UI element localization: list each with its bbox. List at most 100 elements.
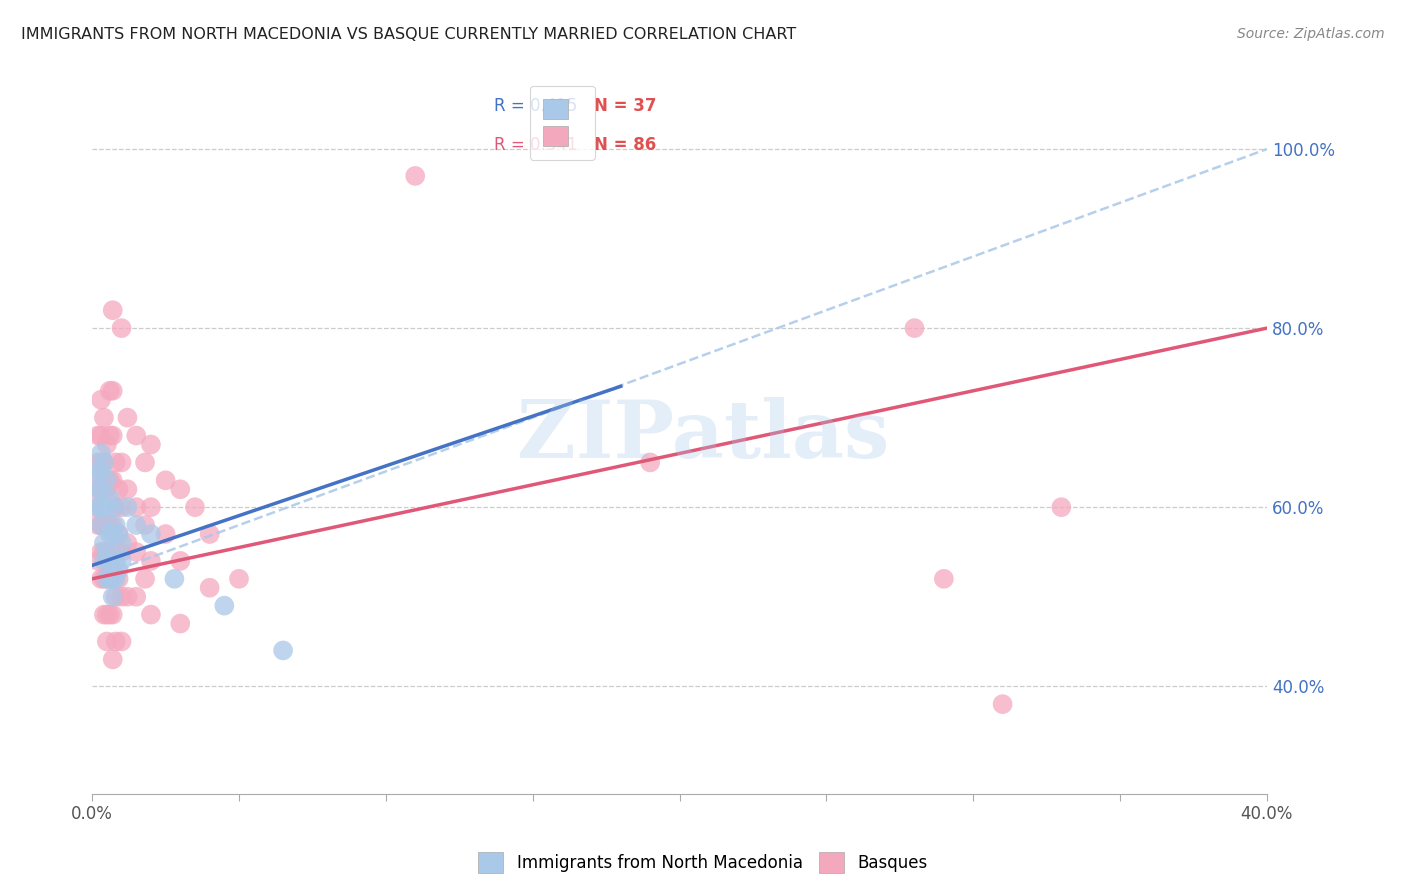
Point [98, 384, 121, 398]
Point [169, 554, 191, 568]
Point [98, 527, 121, 541]
Point [134, 518, 156, 533]
Point [104, 572, 127, 586]
Point [101, 527, 124, 541]
Point [93, 536, 115, 550]
Text: R = 0.415: R = 0.415 [494, 97, 578, 115]
Point [87, 483, 110, 497]
Point [104, 500, 127, 515]
Point [107, 527, 129, 541]
Point [110, 590, 132, 604]
Point [98, 518, 121, 533]
Point [134, 572, 156, 586]
Point [125, 518, 148, 533]
Point [155, 527, 177, 541]
Point [93, 483, 115, 497]
Point [101, 590, 124, 604]
Point [93, 500, 115, 515]
Point [96, 545, 118, 559]
Point [117, 410, 139, 425]
Legend: , : , [530, 86, 595, 160]
Point [98, 563, 121, 577]
Point [101, 572, 124, 586]
Point [101, 563, 124, 577]
Point [169, 616, 191, 631]
Point [101, 607, 124, 622]
Point [271, 643, 294, 657]
Point [90, 572, 112, 586]
Point [90, 464, 112, 478]
Point [87, 483, 110, 497]
Point [84, 500, 107, 515]
Point [110, 554, 132, 568]
Text: IMMIGRANTS FROM NORTH MACEDONIA VS BASQUE CURRENTLY MARRIED CORRELATION CHART: IMMIGRANTS FROM NORTH MACEDONIA VS BASQU… [21, 27, 796, 42]
Point [101, 518, 124, 533]
Text: ZIPatlas: ZIPatlas [517, 397, 889, 475]
Point [214, 599, 236, 613]
Point [96, 545, 118, 559]
Point [104, 634, 127, 648]
Point [139, 500, 162, 515]
Point [117, 590, 139, 604]
Point [90, 428, 112, 442]
Point [125, 500, 148, 515]
Point [98, 554, 121, 568]
Point [1050, 500, 1073, 515]
Point [87, 455, 110, 469]
Point [198, 527, 221, 541]
Point [93, 455, 115, 469]
Point [110, 634, 132, 648]
Point [104, 554, 127, 568]
Point [638, 455, 661, 469]
Point [98, 491, 121, 506]
Point [101, 652, 124, 666]
Point [125, 590, 148, 604]
Point [84, 473, 107, 487]
Point [96, 473, 118, 487]
Point [125, 545, 148, 559]
Point [110, 536, 132, 550]
Point [93, 545, 115, 559]
Point [107, 563, 129, 577]
Point [96, 500, 118, 515]
Point [93, 455, 115, 469]
Point [93, 607, 115, 622]
Legend: Immigrants from North Macedonia, Basques: Immigrants from North Macedonia, Basques [471, 846, 935, 880]
Point [110, 545, 132, 559]
Point [104, 590, 127, 604]
Point [96, 483, 118, 497]
Point [104, 455, 127, 469]
Point [110, 500, 132, 515]
Point [139, 437, 162, 451]
Point [93, 518, 115, 533]
Point [96, 607, 118, 622]
Point [107, 483, 129, 497]
Point [93, 410, 115, 425]
Point [90, 518, 112, 533]
Text: N = 37: N = 37 [593, 97, 657, 115]
Point [90, 483, 112, 497]
Point [98, 607, 121, 622]
Text: R = 0.341: R = 0.341 [494, 136, 578, 154]
Point [107, 572, 129, 586]
Point [110, 455, 132, 469]
Point [101, 473, 124, 487]
Point [90, 455, 112, 469]
Point [96, 572, 118, 586]
Point [228, 572, 250, 586]
Point [117, 536, 139, 550]
Point [139, 607, 162, 622]
Point [134, 455, 156, 469]
Point [90, 518, 112, 533]
Point [87, 500, 110, 515]
Point [139, 527, 162, 541]
Point [139, 554, 162, 568]
Point [98, 473, 121, 487]
Point [991, 697, 1014, 711]
Point [98, 572, 121, 586]
Point [163, 572, 186, 586]
Point [125, 428, 148, 442]
Point [117, 500, 139, 515]
Point [184, 500, 207, 515]
Point [90, 545, 112, 559]
